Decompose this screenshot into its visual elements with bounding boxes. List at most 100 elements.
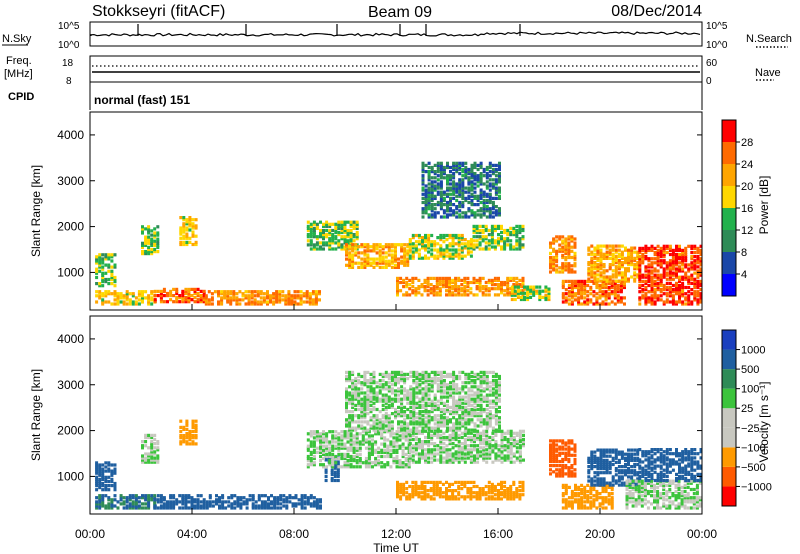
heatmap-cell — [421, 211, 425, 215]
heatmap-cell — [656, 250, 660, 255]
heatmap-cell — [420, 487, 424, 491]
heatmap-cell — [506, 293, 510, 297]
heatmap-cell — [491, 435, 495, 440]
heatmap-cell — [636, 471, 640, 475]
heatmap-cell — [696, 250, 700, 255]
heatmap-cell — [384, 245, 388, 249]
heatmap-cell — [570, 285, 574, 290]
heatmap-cell — [625, 481, 629, 485]
heatmap-cell — [478, 493, 482, 497]
heatmap-cell — [403, 261, 407, 265]
heatmap-cell — [390, 249, 394, 253]
heatmap-cell — [208, 500, 212, 504]
heatmap-cell — [454, 287, 458, 291]
heatmap-cell — [202, 296, 206, 300]
heatmap-cell — [424, 188, 428, 192]
heatmap-cell — [442, 172, 446, 176]
heatmap-cell — [587, 465, 591, 469]
heatmap-cell — [383, 442, 387, 446]
heatmap-cell — [473, 444, 476, 448]
heatmap-cell — [427, 196, 431, 200]
heatmap-cell — [438, 489, 442, 493]
heatmap-cell — [628, 500, 632, 504]
heatmap-cell — [624, 248, 627, 252]
heatmap-cell — [633, 279, 637, 283]
heatmap-cell — [414, 448, 418, 452]
heatmap-cell — [451, 256, 455, 260]
heatmap-cell — [555, 449, 559, 453]
heatmap-cell — [147, 250, 151, 254]
heatmap-cell — [369, 249, 373, 253]
heatmap-cell — [266, 290, 269, 294]
heatmap-cell — [137, 302, 141, 306]
heatmap-cell — [319, 436, 322, 440]
heatmap-cell — [596, 277, 600, 281]
heatmap-cell — [427, 460, 431, 464]
heatmap-cell — [432, 487, 436, 491]
heatmap-cell — [590, 250, 594, 254]
heatmap-cell — [472, 276, 476, 280]
heatmap-cell — [202, 291, 206, 296]
heatmap-cell — [473, 433, 476, 437]
heatmap-cell — [521, 278, 525, 282]
heatmap-cell — [445, 246, 449, 250]
heatmap-cell — [446, 165, 449, 170]
heatmap-cell — [349, 224, 353, 228]
heatmap-cell — [101, 253, 105, 257]
heatmap-cell — [340, 444, 344, 448]
heatmap-cell — [510, 289, 514, 293]
heatmap-cell — [485, 448, 489, 452]
heatmap-cell — [175, 289, 179, 293]
heatmap-cell — [399, 482, 403, 486]
heatmap-cell — [263, 506, 267, 510]
heatmap-cell — [430, 450, 434, 454]
heatmap-cell — [394, 255, 397, 259]
heatmap-cell — [300, 498, 304, 502]
heatmap-cell — [424, 448, 427, 452]
heatmap-cell — [564, 502, 568, 506]
heatmap-cell — [380, 465, 384, 469]
heatmap-cell — [506, 454, 510, 458]
heatmap-cell — [278, 300, 282, 304]
heatmap-cell — [678, 257, 681, 261]
heatmap-cell — [196, 498, 200, 502]
heatmap-cell — [436, 178, 440, 182]
heatmap-cell — [595, 281, 599, 285]
heatmap-cell — [144, 435, 148, 440]
heatmap-cell — [675, 263, 678, 267]
heatmap-cell — [398, 438, 402, 442]
heatmap-cell — [396, 495, 399, 499]
heatmap-cell — [619, 290, 623, 294]
heatmap-region — [95, 253, 117, 288]
heatmap-cell — [322, 247, 325, 251]
heatmap-cell — [147, 460, 151, 464]
heatmap-cell — [435, 276, 439, 280]
heatmap-cell — [340, 430, 344, 434]
heatmap-cell — [315, 446, 319, 450]
heatmap-cell — [290, 298, 294, 302]
heatmap-cell — [529, 289, 533, 293]
heatmap-cell — [574, 492, 577, 496]
heatmap-cell — [589, 279, 593, 283]
nave-label: Nave — [755, 67, 781, 79]
heatmap-cell — [319, 245, 322, 249]
heatmap-cell — [690, 302, 694, 306]
heatmap-cell — [337, 465, 341, 469]
heatmap-cell — [134, 502, 138, 506]
heatmap-cell — [457, 433, 461, 437]
heatmap-cell — [233, 506, 237, 510]
heatmap-cell — [191, 222, 195, 226]
heatmap-cell — [190, 298, 194, 302]
heatmap-cell — [650, 481, 653, 485]
heatmap-cell — [684, 285, 688, 290]
heatmap-cell — [125, 498, 129, 502]
heatmap-cell — [352, 456, 356, 461]
heatmap-cell — [625, 506, 629, 510]
heatmap-cell — [494, 163, 498, 167]
heatmap-cell — [509, 450, 513, 454]
heatmap-cell — [328, 222, 332, 226]
heatmap-cell — [417, 460, 421, 464]
heatmap-cell — [110, 506, 114, 510]
heatmap-cell — [363, 245, 367, 249]
heatmap-cell — [433, 196, 437, 200]
